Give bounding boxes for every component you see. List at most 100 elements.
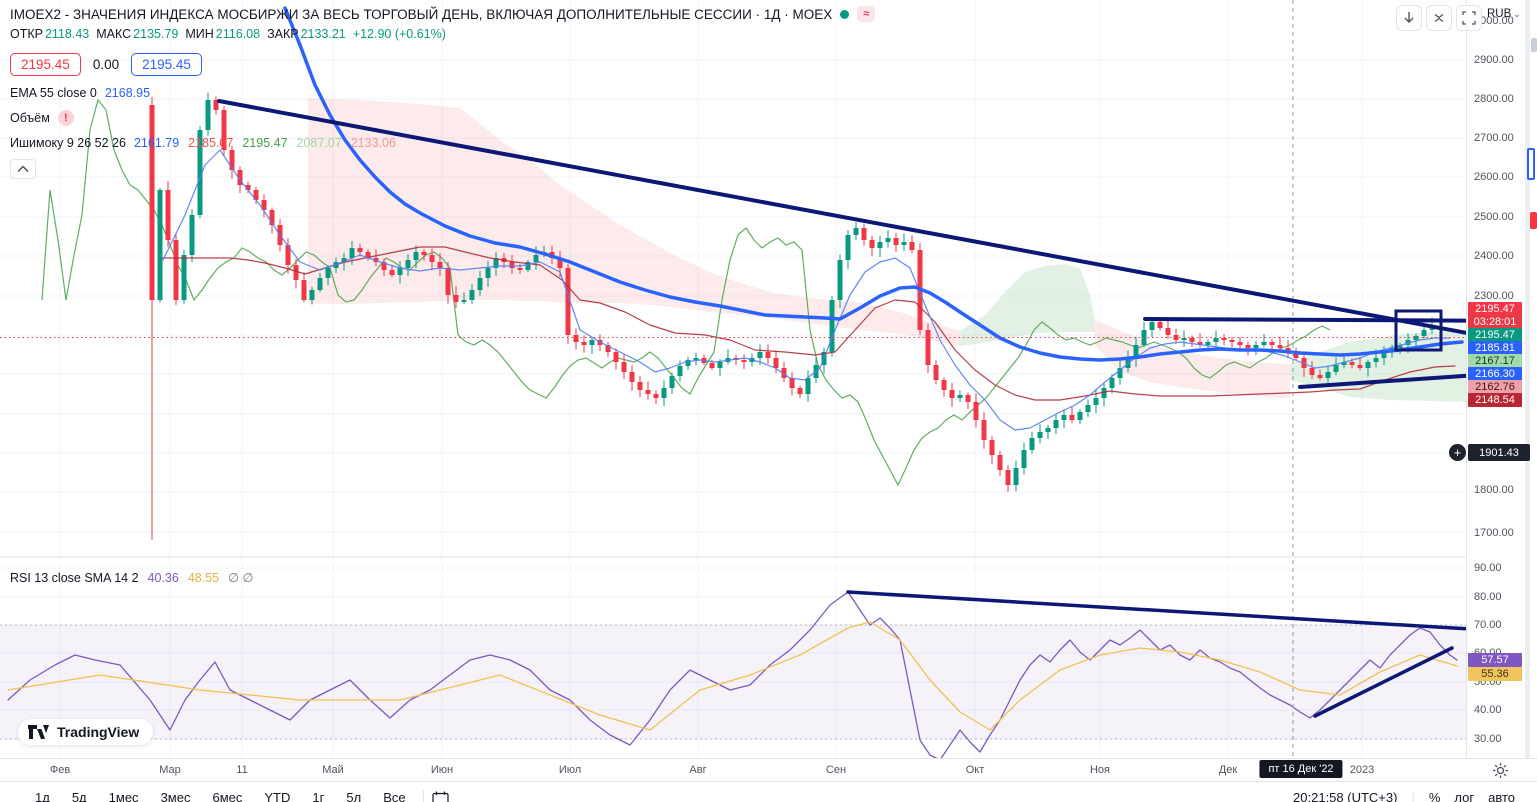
candle — [781, 368, 787, 378]
candle — [805, 378, 811, 394]
open-value: 2118.43 — [44, 27, 90, 41]
candle — [269, 210, 275, 225]
candle — [261, 200, 267, 210]
clock[interactable]: 20:21:58 (UTC+3) — [1293, 790, 1398, 802]
scrollbar-track[interactable] — [1525, 0, 1530, 781]
ohlc-row: ОТКР 2118.43 МАКС 2135.79 МИН 2116.08 ЗАКР 2… — [10, 27, 875, 41]
price-label-red[interactable]: 2195.45 — [10, 53, 81, 76]
ichimoku-indicator-label[interactable]: Ишимоку 9 26 52 26 — [10, 136, 126, 150]
candle — [1373, 358, 1379, 362]
candle — [1229, 340, 1235, 342]
range-button-5д[interactable]: 5д — [71, 790, 87, 802]
candle — [621, 362, 627, 372]
range-button-1мес[interactable]: 1мес — [108, 790, 139, 802]
candle — [1405, 340, 1411, 345]
bottom-toolbar: 1д 5д 1мес 3мес 6мес YTD 1г 5л Все 20:21:58 (UTC… — [0, 781, 1537, 802]
drawing-rectangle[interactable] — [1394, 309, 1443, 352]
close-label: ЗАКР — [267, 27, 299, 41]
candle — [309, 290, 315, 300]
candle — [421, 252, 427, 255]
percent-scale-button[interactable]: % — [1428, 790, 1441, 802]
gutter-tab-blue[interactable] — [1527, 148, 1535, 180]
gutter-tab-red[interactable] — [1530, 212, 1537, 229]
collapse-pane-button[interactable] — [1426, 5, 1452, 31]
candle — [389, 270, 395, 275]
candle — [1213, 338, 1219, 342]
ichimoku-value: 2195.47 — [242, 136, 288, 150]
candle — [757, 352, 763, 358]
add-alert-plus-icon[interactable]: + — [1448, 443, 1467, 462]
high-value: 2135.79 — [133, 27, 179, 41]
range-button-Все[interactable]: Все — [383, 790, 406, 802]
candle — [461, 300, 467, 302]
candle — [1325, 372, 1331, 378]
currency-selector[interactable]: RUB ⌄ — [1487, 8, 1521, 20]
rsi-trendline-ascending[interactable] — [1313, 646, 1454, 718]
candle — [1277, 345, 1283, 348]
gutter-tab-gray[interactable] — [1531, 38, 1537, 52]
candle — [1285, 348, 1291, 352]
range-button-1д[interactable]: 1д — [35, 790, 50, 802]
ichimoku-value: 2133.06 — [350, 136, 396, 150]
axis-tick: 2400.00 — [1474, 250, 1514, 262]
rsi-trendline-descending[interactable] — [846, 590, 1537, 635]
candle — [581, 342, 587, 345]
range-button-1г[interactable]: 1г — [312, 790, 325, 802]
candle — [933, 365, 939, 380]
candle — [925, 330, 931, 365]
candle — [1109, 378, 1115, 388]
candle — [645, 390, 651, 394]
candle — [1221, 338, 1227, 340]
flag-icon[interactable]: ≈ — [857, 6, 876, 22]
symbol-title[interactable]: IMOEX2 - ЗНАЧЕНИЯ ИНДЕКСА МОСБИРЖИ ЗА ВЕ… — [10, 6, 833, 22]
trendline-descending-major[interactable] — [217, 99, 1537, 348]
axis-tick: 90.00 — [1474, 562, 1502, 574]
price-label-blue[interactable]: 2195.45 — [131, 53, 202, 76]
rsi-indicator-label[interactable]: RSI 13 close SMA 14 2 — [10, 570, 139, 585]
candle — [765, 352, 771, 358]
candle — [1157, 322, 1163, 328]
price-axis[interactable]: 3000.00 2900.00 2800.00 2700.00 2600.00 2500.… — [1466, 0, 1522, 781]
candle — [397, 268, 403, 275]
maximize-pane-button[interactable] — [1456, 5, 1482, 31]
gear-icon[interactable] — [1492, 762, 1509, 784]
right-gutter — [1522, 0, 1537, 781]
candle — [205, 100, 211, 130]
candle — [1093, 398, 1099, 405]
volume-indicator-label[interactable]: Объём — [10, 111, 50, 125]
candle — [509, 262, 515, 268]
log-scale-button[interactable]: лог — [1454, 790, 1475, 802]
axis-tick: 2300.00 — [1474, 290, 1514, 302]
ichimoku-values: 2161.79 2185.07 2195.47 2087.07 2133.06 — [134, 136, 396, 150]
range-button-YTD[interactable]: YTD — [264, 790, 291, 802]
range-button-6мес[interactable]: 6мес — [212, 790, 243, 802]
go-to-date-button[interactable] — [431, 791, 449, 802]
toolbar-divider — [422, 790, 424, 802]
candle — [973, 402, 979, 420]
candle — [365, 252, 371, 258]
crosshair-date-label: пт 16 Дек '22 — [1259, 760, 1343, 778]
tradingview-logo[interactable]: TradingView — [18, 719, 154, 745]
market-status-dot — [840, 9, 850, 19]
candle — [717, 362, 723, 368]
time-axis[interactable]: Фев Мар 11 Май Июн Июл Авг Сен Окт Ноя Дек 2023 пт 1… — [0, 758, 1537, 781]
candle — [1189, 338, 1195, 342]
candle — [981, 420, 987, 440]
candle — [517, 268, 523, 270]
rsi-sma-value: 48.55 — [187, 570, 220, 585]
warning-icon[interactable]: ! — [57, 110, 74, 126]
range-button-3мес[interactable]: 3мес — [160, 790, 191, 802]
candle — [1021, 450, 1027, 468]
legend-collapse-button[interactable] — [10, 159, 36, 179]
range-button-5л[interactable]: 5л — [346, 790, 362, 802]
ema-indicator-label[interactable]: EMA 55 close 0 — [10, 86, 97, 100]
candle — [189, 215, 195, 255]
scroll-to-recent-button[interactable] — [1396, 5, 1422, 31]
axis-price-chip: 2185.81 — [1468, 341, 1522, 355]
candle — [1317, 375, 1323, 378]
auto-scale-button[interactable]: авто — [1488, 790, 1515, 802]
candle — [325, 268, 331, 278]
candle — [1085, 405, 1091, 412]
axis-tick: 2900.00 — [1474, 54, 1514, 66]
